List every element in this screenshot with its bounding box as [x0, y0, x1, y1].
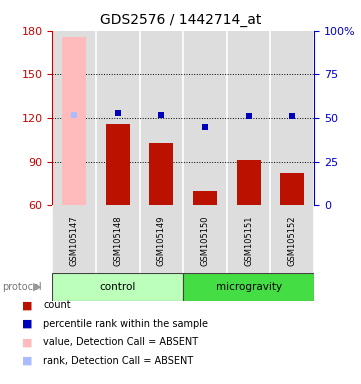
FancyBboxPatch shape: [140, 205, 183, 273]
FancyBboxPatch shape: [52, 205, 96, 273]
Bar: [62, 36, 86, 205]
Text: control: control: [100, 282, 136, 292]
Bar: [280, 174, 304, 205]
Text: GSM105150: GSM105150: [200, 215, 209, 266]
Text: rank, Detection Call = ABSENT: rank, Detection Call = ABSENT: [43, 356, 193, 366]
FancyBboxPatch shape: [227, 205, 270, 273]
Bar: [52, 273, 183, 301]
Bar: [193, 191, 217, 205]
Text: GSM105149: GSM105149: [157, 215, 166, 266]
Text: GSM105148: GSM105148: [113, 215, 122, 266]
Text: GSM105147: GSM105147: [70, 215, 79, 266]
Text: ■: ■: [22, 337, 32, 347]
Text: GSM105151: GSM105151: [244, 215, 253, 266]
Bar: [183, 273, 314, 301]
Text: count: count: [43, 300, 71, 310]
Bar: [149, 143, 173, 205]
FancyBboxPatch shape: [183, 205, 227, 273]
Text: ■: ■: [22, 356, 32, 366]
Text: percentile rank within the sample: percentile rank within the sample: [43, 319, 208, 329]
Text: protocol: protocol: [2, 282, 42, 292]
Text: ▶: ▶: [33, 282, 42, 292]
Text: microgravity: microgravity: [216, 282, 282, 292]
FancyBboxPatch shape: [270, 205, 314, 273]
Text: ■: ■: [22, 319, 32, 329]
Text: GSM105152: GSM105152: [288, 215, 297, 266]
FancyBboxPatch shape: [96, 205, 140, 273]
Text: value, Detection Call = ABSENT: value, Detection Call = ABSENT: [43, 337, 199, 347]
Bar: [237, 160, 261, 205]
Text: GDS2576 / 1442714_at: GDS2576 / 1442714_at: [100, 13, 261, 27]
Bar: [106, 124, 130, 205]
Text: ■: ■: [22, 300, 32, 310]
